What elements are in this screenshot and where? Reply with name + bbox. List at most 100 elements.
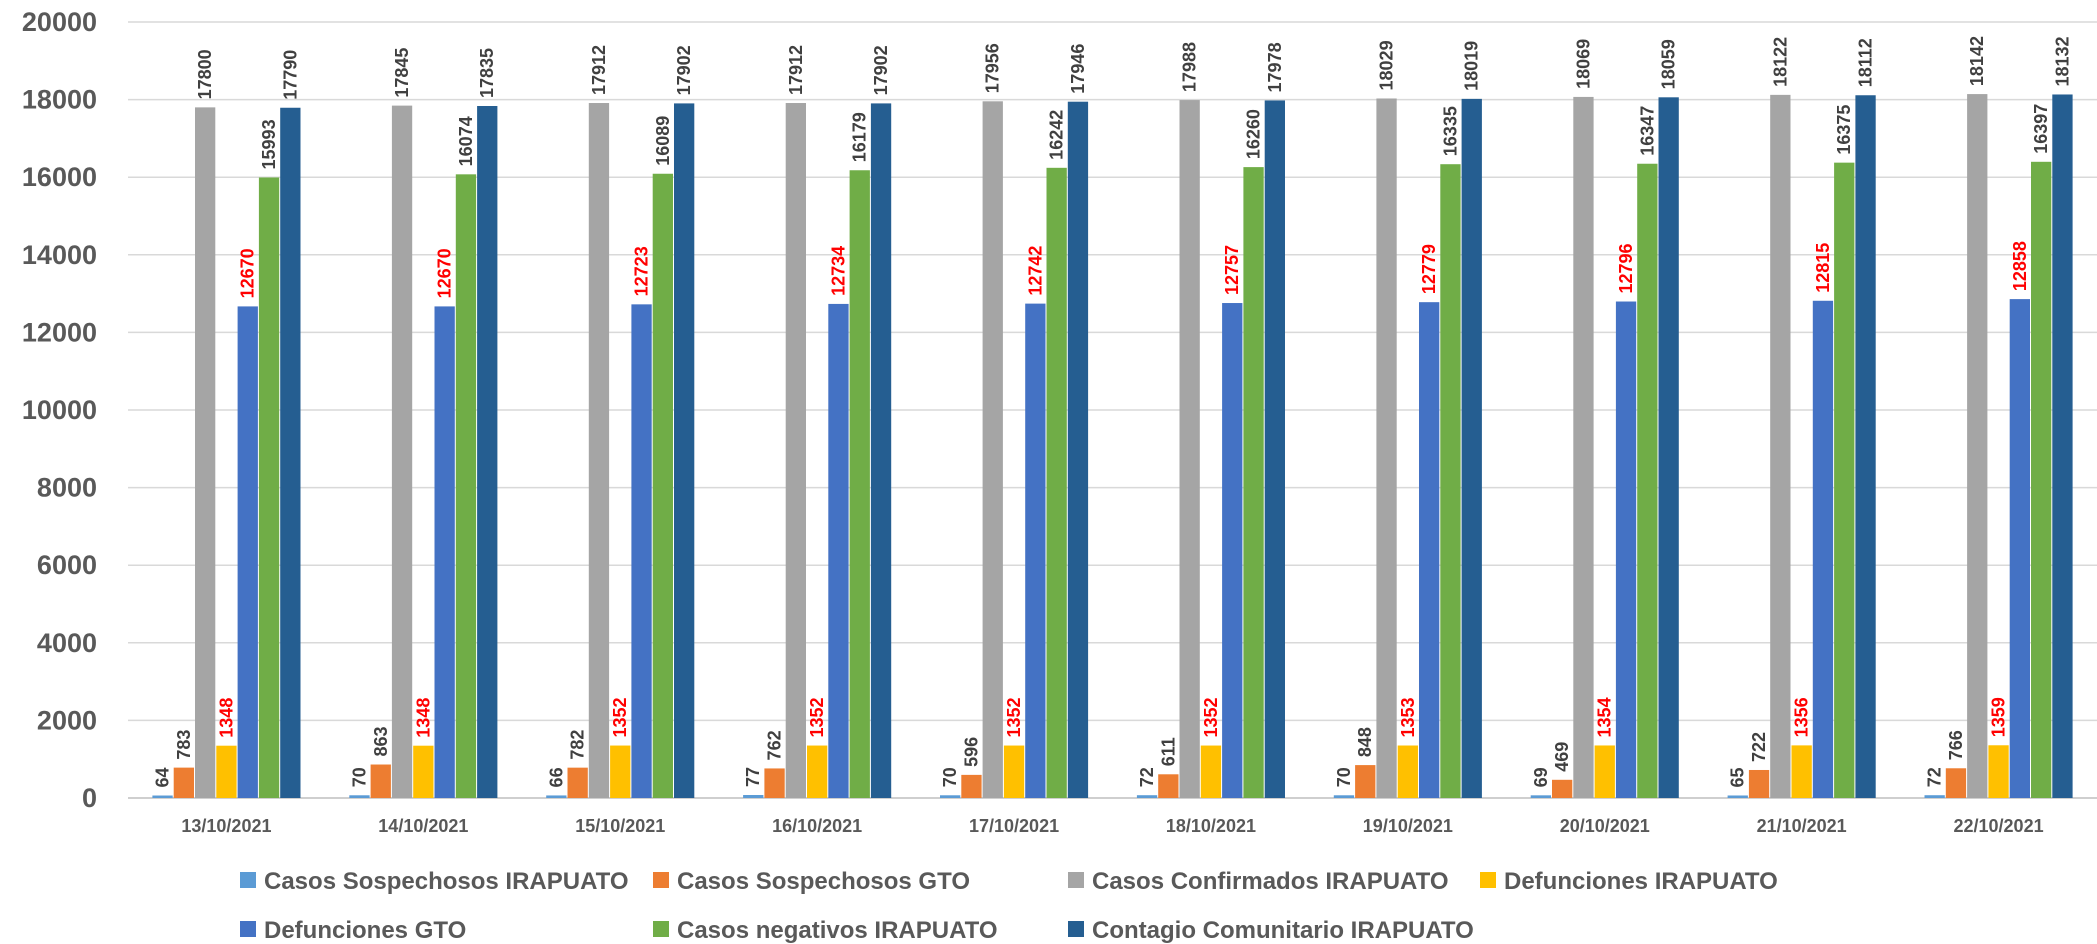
data-label: 16347 — [1637, 106, 1657, 156]
bar — [982, 101, 1003, 799]
data-label: 17988 — [1180, 42, 1200, 92]
x-tick-label: 17/10/2021 — [969, 816, 1059, 836]
legend-label: Contagio Comunitario IRAPUATO — [1092, 917, 1474, 944]
x-tick-label: 14/10/2021 — [378, 816, 468, 836]
bar — [674, 103, 695, 798]
data-label: 17845 — [392, 48, 412, 98]
data-label: 722 — [1749, 732, 1769, 762]
bar — [567, 767, 588, 798]
bar — [940, 795, 961, 798]
data-label: 72 — [1137, 767, 1157, 787]
bar — [1530, 795, 1551, 798]
bar — [2031, 161, 2052, 799]
y-tick-label: 2000 — [37, 705, 97, 735]
data-label: 66 — [546, 767, 566, 787]
data-label: 69 — [1531, 767, 1551, 787]
legend-swatch — [240, 872, 256, 888]
data-label: 1352 — [807, 697, 827, 737]
data-label: 469 — [1552, 742, 1572, 772]
bar — [1200, 745, 1222, 798]
data-label: 1352 — [610, 697, 630, 737]
data-label: 18112 — [1856, 38, 1876, 87]
bar — [1924, 795, 1945, 798]
bar — [173, 767, 194, 798]
data-label: 863 — [371, 726, 391, 756]
bar — [828, 303, 849, 798]
data-label: 18019 — [1462, 41, 1482, 91]
bar — [610, 745, 631, 798]
data-label: 17912 — [786, 45, 806, 95]
bar — [588, 103, 610, 798]
bar — [1812, 300, 1834, 798]
data-labels: 6478317800134812670159931779070863178451… — [153, 36, 2073, 787]
data-label: 1356 — [1792, 697, 1812, 737]
bar — [1136, 795, 1158, 798]
legend-label: Casos Confirmados IRAPUATO — [1092, 868, 1449, 895]
bars — [152, 94, 2073, 799]
bar — [631, 304, 652, 798]
data-label: 1354 — [1595, 697, 1615, 737]
bar — [1594, 745, 1615, 798]
data-label: 12815 — [1813, 243, 1833, 293]
bar — [1770, 94, 1791, 799]
bar — [1945, 768, 1967, 798]
bar — [1046, 167, 1067, 798]
bar — [1355, 765, 1376, 798]
x-tick-label: 15/10/2021 — [575, 816, 665, 836]
bar — [807, 745, 828, 798]
x-tick-label: 20/10/2021 — [1560, 816, 1650, 836]
legend-swatch — [1068, 872, 1084, 888]
data-label: 783 — [174, 730, 194, 760]
bar — [258, 177, 280, 798]
legend-label: Casos negativos IRAPUATO — [677, 917, 998, 944]
gridlines — [128, 21, 2097, 799]
bar — [1573, 96, 1594, 799]
bar — [1461, 98, 1482, 799]
data-label: 848 — [1355, 727, 1375, 757]
data-label: 16242 — [1047, 110, 1067, 160]
legend-swatch — [653, 921, 669, 937]
data-label: 64 — [153, 767, 173, 787]
data-label: 17800 — [195, 49, 215, 99]
data-label: 17956 — [983, 43, 1003, 93]
bar — [1222, 303, 1243, 798]
bar — [477, 106, 498, 798]
bar — [1067, 101, 1089, 799]
data-label: 766 — [1946, 730, 1966, 760]
bar — [349, 795, 370, 798]
x-tick-label: 13/10/2021 — [181, 816, 271, 836]
legend-label: Defunciones GTO — [264, 917, 466, 944]
bar — [1791, 745, 1812, 798]
data-label: 70 — [940, 767, 960, 787]
x-axis-tick-labels: 13/10/2021 14/10/2021 15/10/2021 16/10/2021… — [181, 816, 2043, 836]
y-tick-label: 16000 — [22, 162, 97, 192]
y-tick-label: 4000 — [37, 628, 97, 658]
data-label: 17902 — [871, 45, 891, 95]
data-label: 70 — [349, 767, 369, 787]
bar — [280, 107, 301, 799]
data-label: 70 — [1334, 767, 1354, 787]
data-label: 18059 — [1659, 39, 1679, 89]
data-label: 77 — [743, 767, 763, 787]
bar — [870, 103, 892, 798]
x-tick-label: 21/10/2021 — [1757, 816, 1847, 836]
data-label: 18122 — [1770, 37, 1790, 87]
data-label: 12796 — [1616, 243, 1636, 293]
data-label: 12670 — [238, 248, 258, 298]
y-tick-label: 0 — [82, 783, 97, 813]
data-label: 12779 — [1419, 244, 1439, 294]
data-label: 12858 — [2010, 241, 2030, 291]
x-tick-label: 22/10/2021 — [1954, 816, 2044, 836]
y-axis-tick-labels: 0 2000 4000 6000 8000 10000 12000 14000 16000 180… — [22, 7, 97, 813]
bar — [1748, 769, 1770, 798]
bar — [1025, 303, 1046, 798]
bar — [1658, 97, 1679, 799]
bar — [1637, 163, 1658, 799]
data-label: 17946 — [1068, 44, 1088, 94]
y-tick-label: 14000 — [22, 240, 97, 270]
data-label: 12723 — [632, 246, 652, 296]
data-label: 12742 — [1025, 246, 1045, 296]
data-label: 12757 — [1222, 245, 1242, 295]
data-label: 1348 — [413, 698, 433, 738]
data-label: 16089 — [653, 116, 673, 166]
